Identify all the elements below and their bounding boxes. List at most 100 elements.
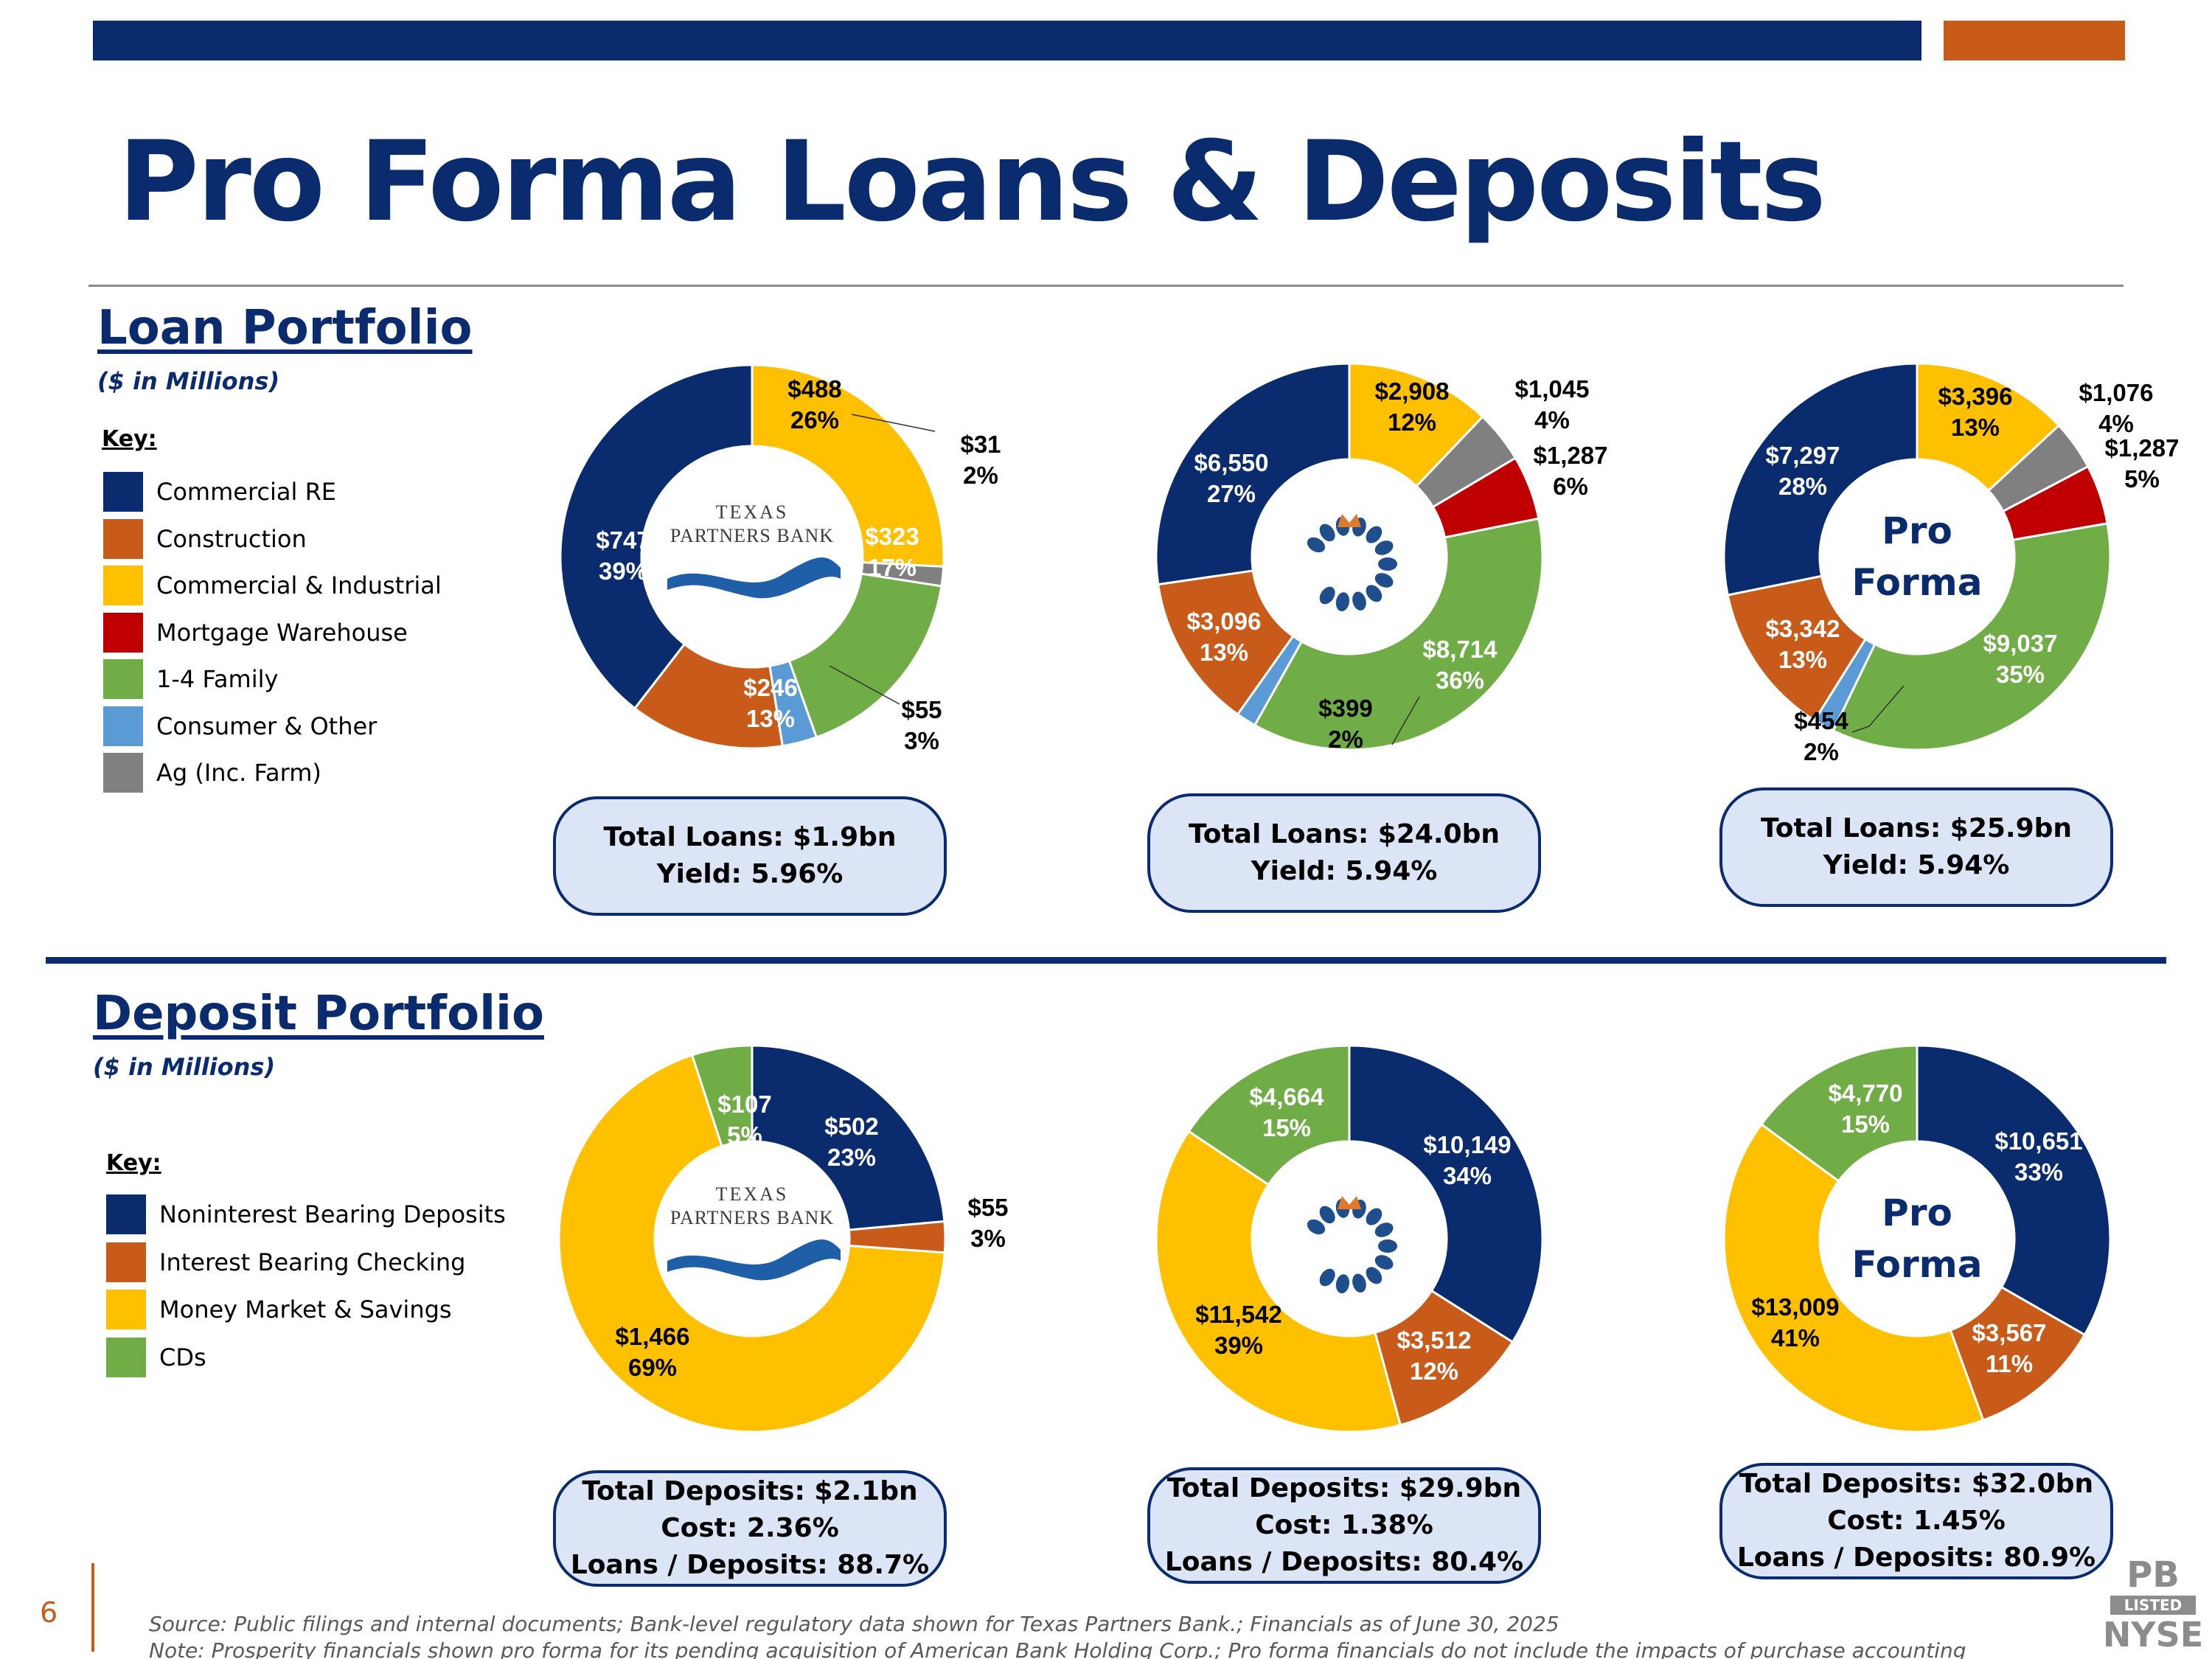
- box-line: Total Deposits: $29.9bn: [1166, 1473, 1522, 1503]
- slice-percent-label: 34%: [1443, 1162, 1492, 1189]
- slice-percent-label: 39%: [599, 557, 647, 585]
- crown-icon: [1338, 514, 1361, 527]
- deposit-total-box-prosperity: Total Deposits: $29.9bn Cost: 1.38% Loan…: [1147, 1467, 1541, 1584]
- box-line: Yield: 5.96%: [656, 859, 844, 889]
- loan-key-label: 1-4 Family: [156, 665, 279, 693]
- box-line: Loans / Deposits: 80.9%: [1736, 1543, 2096, 1573]
- donut-slice: [1916, 1044, 2112, 1337]
- wreath-leaf: [1366, 526, 1382, 543]
- page-number-divider: [91, 1563, 94, 1652]
- wreath-leaf: [1374, 540, 1394, 555]
- slice-value-label: $9,037: [1983, 630, 2058, 657]
- slice-percent-label: 35%: [1996, 661, 2045, 688]
- wave-icon: [667, 1239, 841, 1281]
- wreath-leaf: [1378, 557, 1397, 571]
- page-title: Pro Forma Loans & Deposits: [118, 118, 1826, 246]
- slice-value-label: $747: [596, 526, 650, 554]
- footnote-note: Note: Prosperity financials shown pro fo…: [149, 1638, 1966, 1659]
- slice-value-label: $2,908: [1375, 378, 1450, 405]
- slice-percent-label: 5%: [727, 1121, 762, 1149]
- donut-chart-deposits: $502 23% $55 3% $1,466 69% $107 5% TEXASPARTNERS…: [557, 1044, 1009, 1433]
- box-line: Yield: 5.94%: [1823, 850, 2010, 880]
- slice-percent-label: 13%: [1951, 414, 2000, 441]
- texas-logo-line1: TEXAS: [716, 501, 789, 523]
- slice-value-label: $10,149: [1423, 1131, 1511, 1158]
- slice-value-label: $399: [1318, 695, 1372, 722]
- wreath-icon: [1307, 1198, 1397, 1294]
- slice-percent-label: 3%: [970, 1225, 1006, 1252]
- donut-slice: [1348, 1044, 1544, 1344]
- deposit-key-swatch: [106, 1290, 146, 1329]
- wreath-leaf: [1319, 586, 1335, 605]
- wreath-leaf: [1374, 573, 1394, 588]
- box-line: Loans / Deposits: 80.4%: [1164, 1547, 1524, 1577]
- slice-percent-label: 6%: [1553, 473, 1588, 500]
- wreath-leaf: [1335, 592, 1350, 612]
- slice-value-label: $1,076: [2079, 379, 2154, 406]
- donut-chart-loans: $488 26% $31 2% $323 17% $55 3% $246 13% $747 39% TE…: [559, 364, 1001, 754]
- deposit-key-label: Interest Bearing Checking: [159, 1248, 466, 1276]
- slice-value-label: $55: [967, 1194, 1008, 1221]
- slice-value-label: $3,096: [1187, 608, 1262, 635]
- pro-forma-label-line1: Pro: [1882, 509, 1952, 552]
- loan-total-box-proforma: Total Loans: $25.9bn Yield: 5.94%: [1719, 787, 2113, 907]
- deposit-total-box-texas: Total Deposits: $2.1bn Cost: 2.36% Loans…: [553, 1470, 947, 1587]
- nyse-logo-listed: LISTED: [2110, 1596, 2196, 1615]
- deposit-key-heading: Key:: [106, 1150, 161, 1176]
- slice-percent-label: 11%: [1986, 1350, 2033, 1377]
- loan-total-box-prosperity: Total Loans: $24.0bn Yield: 5.94%: [1147, 793, 1541, 913]
- slice-value-label: $6,550: [1194, 449, 1269, 476]
- donut-slice: [557, 1054, 946, 1433]
- deposit-key-item: Interest Bearing Checking: [106, 1242, 465, 1282]
- box-line: Cost: 1.45%: [1827, 1506, 2006, 1536]
- footnote-source: Source: Public filings and internal docu…: [149, 1612, 1559, 1636]
- nyse-logo-ticker: PB: [2126, 1554, 2180, 1596]
- pro-forma-label-line1: Pro: [1882, 1192, 1952, 1234]
- donut-slice: [1155, 1130, 1402, 1433]
- donut-slice: [690, 1044, 754, 1148]
- slice-value-label: $502: [824, 1113, 878, 1140]
- donut-slice: [1155, 362, 1351, 586]
- box-line: Loans / Deposits: 88.7%: [570, 1550, 930, 1580]
- slice-value-label: $3,512: [1397, 1326, 1472, 1354]
- box-line: Yield: 5.94%: [1251, 856, 1438, 886]
- loan-key-label: Ag (Inc. Farm): [156, 759, 321, 787]
- box-line: Total Loans: $24.0bn: [1188, 819, 1500, 849]
- loan-key-item: Mortgage Warehouse: [103, 612, 408, 653]
- slice-percent-label: 15%: [1841, 1110, 1890, 1138]
- slice-percent-label: 15%: [1262, 1114, 1311, 1141]
- deposit-key-label: Money Market & Savings: [159, 1295, 452, 1324]
- slice-percent-label: 5%: [2124, 465, 2160, 493]
- loan-key-item: 1-4 Family: [103, 659, 278, 699]
- donut-slice: [751, 364, 945, 568]
- box-line: Total Deposits: $32.0bn: [1739, 1469, 2094, 1499]
- box-line: Total Deposits: $2.1bn: [582, 1476, 918, 1506]
- wreath-leaf: [1366, 1267, 1382, 1284]
- slice-percent-label: 23%: [827, 1144, 876, 1171]
- deposit-total-box-proforma: Total Deposits: $32.0bn Cost: 1.45% Loan…: [1719, 1463, 2113, 1579]
- deposit-key-label: Noninterest Bearing Deposits: [159, 1200, 506, 1228]
- deposit-key-swatch: [106, 1194, 146, 1234]
- wreath-leaf: [1366, 1208, 1382, 1225]
- texas-logo-line2: PARTNERS BANK: [670, 1207, 834, 1228]
- loan-key-item: Ag (Inc. Farm): [103, 753, 321, 793]
- slice-percent-label: 36%: [1436, 667, 1484, 694]
- nyse-logo-exchange: NYSE: [2102, 1615, 2204, 1655]
- wreath-leaf: [1352, 1273, 1366, 1293]
- slice-value-label: $55: [901, 696, 942, 723]
- wreath-leaf: [1374, 1222, 1394, 1237]
- donut-slice: [1832, 522, 2112, 751]
- slice-percent-label: 4%: [2098, 410, 2134, 437]
- donut-slice: [1722, 1122, 1985, 1433]
- top-accent-bar: [1944, 21, 2125, 60]
- loan-key-heading: Key:: [102, 426, 157, 452]
- wave-icon: [667, 557, 841, 599]
- wreath-leaf: [1307, 1219, 1326, 1235]
- slice-percent-label: 2%: [963, 462, 998, 489]
- donut-slice: [559, 364, 754, 710]
- slice-percent-label: 28%: [1778, 473, 1827, 500]
- slice-value-label: $31: [960, 431, 1001, 458]
- slice-percent-label: 13%: [1200, 639, 1248, 666]
- slice-percent-label: 26%: [790, 406, 839, 434]
- slice-value-label: $8,714: [1423, 636, 1498, 663]
